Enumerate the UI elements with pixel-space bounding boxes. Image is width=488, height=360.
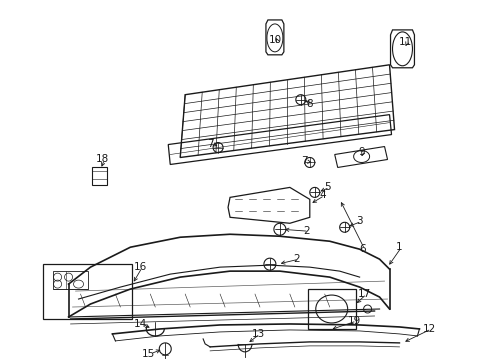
Bar <box>53 271 87 289</box>
Text: 19: 19 <box>347 316 361 326</box>
Text: 10: 10 <box>268 35 281 45</box>
Text: 16: 16 <box>133 262 147 272</box>
Bar <box>42 264 132 319</box>
Text: 4: 4 <box>319 190 325 201</box>
Text: 14: 14 <box>133 319 147 329</box>
Text: 15: 15 <box>142 349 155 359</box>
Text: 17: 17 <box>357 289 370 299</box>
Text: 1: 1 <box>395 242 402 252</box>
Text: 2: 2 <box>303 226 309 236</box>
Text: 9: 9 <box>358 147 364 157</box>
Bar <box>92 167 107 185</box>
Text: 13: 13 <box>251 329 264 339</box>
Text: 11: 11 <box>398 37 411 47</box>
Text: 12: 12 <box>422 324 435 334</box>
Text: 6: 6 <box>359 244 365 254</box>
Text: 7: 7 <box>206 139 213 149</box>
Text: 18: 18 <box>96 154 109 165</box>
Bar <box>307 289 355 329</box>
Text: 8: 8 <box>306 99 312 109</box>
Text: 5: 5 <box>324 183 330 192</box>
Text: 2: 2 <box>293 254 300 264</box>
Text: 7: 7 <box>301 157 307 166</box>
Text: 3: 3 <box>356 216 362 226</box>
